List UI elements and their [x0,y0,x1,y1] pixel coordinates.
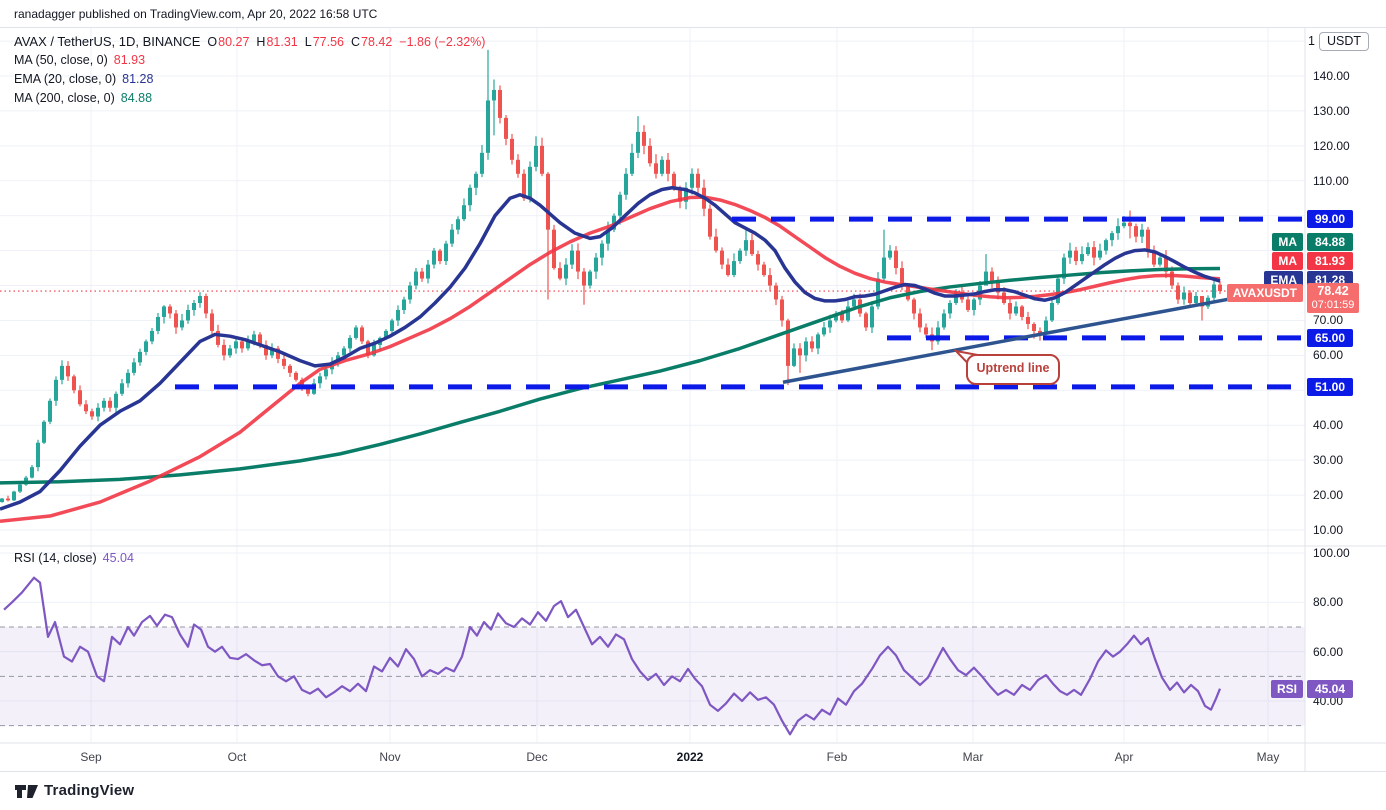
price-axis-label: 140.00 [1313,69,1350,83]
ohlc-value: 77.56 [312,35,344,49]
ma50-label: MA (50, close, 0) [14,53,108,67]
price-axis-label: 30.00 [1313,453,1344,468]
ema20-line [0,186,1221,511]
time-axis-label-Dec: Dec [526,750,548,764]
price-axis-label: 70.00 [1313,313,1344,328]
price-axis-label: 120.00 [1313,138,1350,153]
ema20-value: 81.28 [122,72,154,86]
rsi-value: 45.04 [102,551,134,565]
level-badge-51.00: 51.00 [1307,377,1353,396]
time-axis-label-Mar: Mar [962,750,984,764]
price-axis-label: 20.00 [1313,488,1344,503]
time-axis-label-Sep: Sep [80,750,102,764]
currency-unit-button[interactable]: USDT [1318,32,1369,51]
time-axis-label-2022: 2022 [676,750,704,764]
footer: TradingView [0,771,1386,810]
rsi-tag-badge: RSI [1270,680,1303,698]
ohlc-key: L [304,35,312,49]
publish-info: ranadagger published on TradingView.com,… [14,7,378,21]
last-price-badge: 78.42 07:01:59 [1307,283,1359,313]
unit-prefix: 1 [1308,34,1315,48]
publish-header: ranadagger published on TradingView.com,… [0,0,1386,28]
level-badge-99.00: 99.00 [1307,210,1353,229]
symbol-ticker-badge: AVAXUSDT [1226,284,1303,302]
level-badge-65.00: 65.00 [1307,328,1353,347]
bar-countdown: 07:01:59 [1311,299,1355,311]
price-axis-label: 40.00 [1313,418,1344,433]
time-axis-label-May: May [1256,750,1280,764]
rsi-axis-label: 100.00 [1313,545,1350,560]
rsi-legend[interactable]: RSI (14, close) 45.04 [14,551,134,565]
ma-value-badge: 81.93 [1307,252,1353,270]
ma200-value: 84.88 [120,91,153,105]
ohlc-value: 81.31 [266,35,298,49]
rsi-axis-label: 60.00 [1313,644,1344,659]
rsi-label: RSI (14, close) [14,551,97,565]
symbol-title[interactable]: AVAX / TetherUS, 1D, BINANCE [14,34,201,49]
time-axis-label-Apr: Apr [1114,750,1134,764]
symbol-legend: AVAX / TetherUS, 1D, BINANCE O80.27 H81.31… [14,32,485,108]
ohlc-key: C [350,35,360,49]
tradingview-brand[interactable]: TradingView [44,782,135,799]
ma200-label: MA (200, close, 0) [14,91,115,105]
price-axis-label: 110.00 [1313,173,1349,188]
ohlc-values: O80.27 H81.31 L77.56 C78.42 [200,35,392,49]
price-axis-label: 10.00 [1313,523,1344,537]
ma-tag-badge: MA [1272,233,1303,251]
uptrend-callout[interactable]: Uptrend line [976,361,1050,375]
tradingview-logo-icon[interactable] [14,781,40,801]
ohlc-value: 78.42 [361,35,393,49]
ohlc-value: 80.27 [218,35,250,49]
price-axis-label: 130.00 [1313,103,1350,118]
rsi-value-badge: 45.04 [1307,680,1353,698]
ohlc-key: H [256,35,266,49]
uptrend-trendline [782,294,1243,384]
ma200-line [0,266,1221,485]
ma50-value: 81.93 [113,53,146,67]
ma-value-badge: 84.88 [1307,233,1353,251]
ema20-label: EMA (20, close, 0) [14,72,117,86]
last-price: 78.42 [1317,284,1349,298]
time-axis-label-Nov: Nov [379,750,401,764]
time-axis-label-Oct: Oct [227,750,247,764]
ma-tag-badge: MA [1272,252,1303,270]
ma50-line [0,195,1221,524]
ema20-legend-row[interactable]: EMA (20, close, 0) 81.28 [14,70,485,89]
ohlc-key: O [207,35,218,49]
change-value: −1.86 (−2.32%) [399,35,486,49]
price-unit: 1 USDT [1308,32,1369,51]
ma50-legend-row[interactable]: MA (50, close, 0) 81.93 [14,51,485,70]
rsi-line [3,576,1222,736]
time-axis-label-Feb: Feb [826,750,848,764]
candlestick-series [0,49,1222,503]
ma200-legend-row[interactable]: MA (200, close, 0) 84.88 [14,89,485,108]
price-axis-label: 60.00 [1313,348,1344,363]
symbol-row[interactable]: AVAX / TetherUS, 1D, BINANCE O80.27 H81.31… [14,32,485,51]
rsi-axis-label: 80.00 [1313,595,1344,610]
